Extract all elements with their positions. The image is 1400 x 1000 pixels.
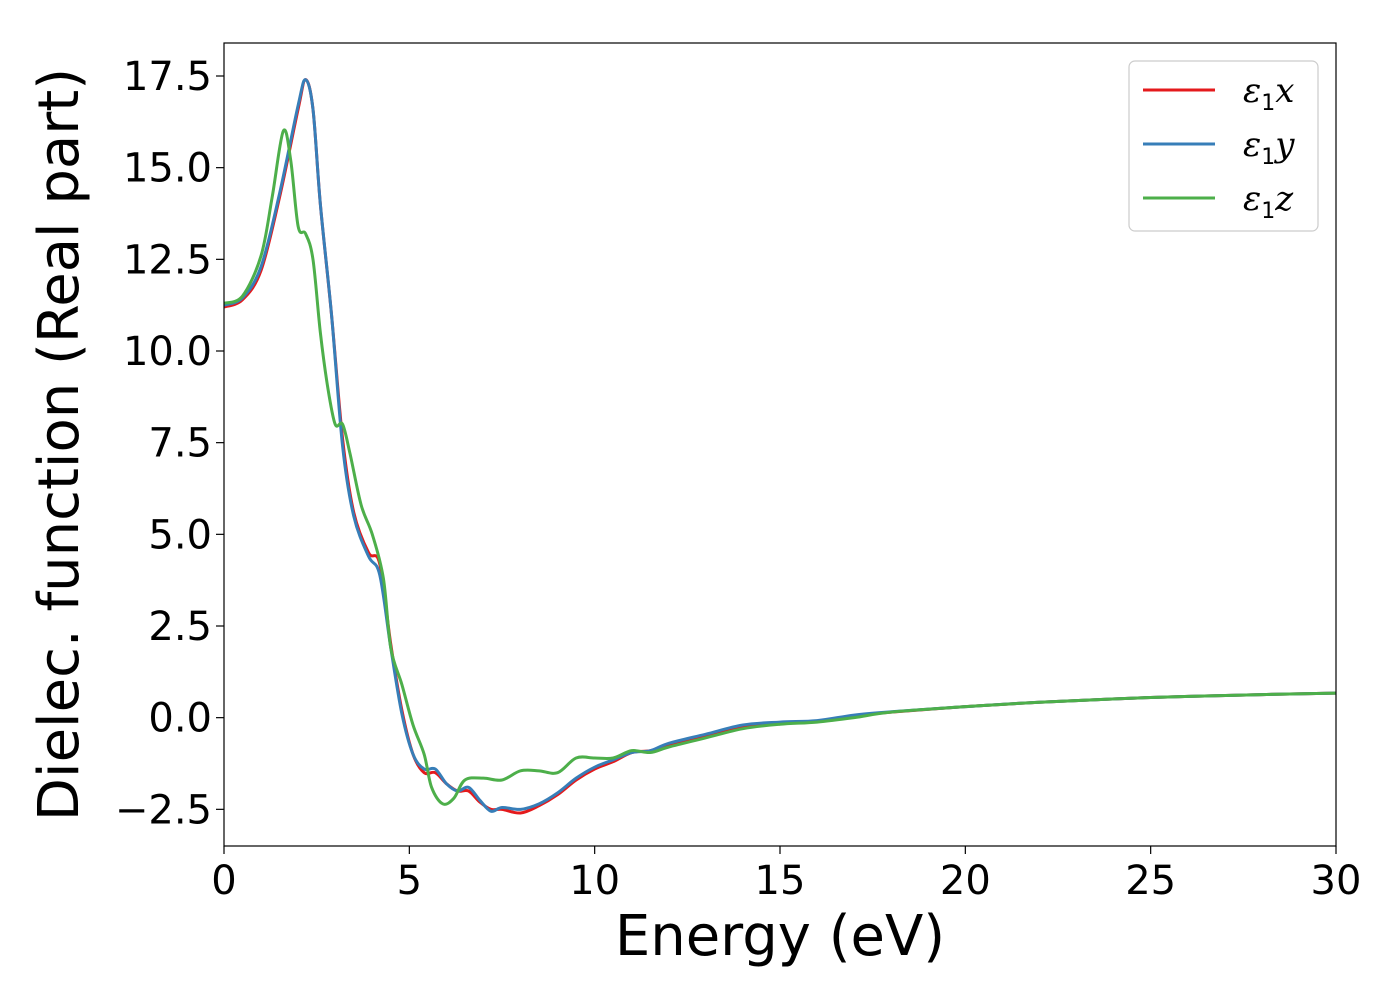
y-tick-label: 17.5 (123, 54, 212, 100)
y-tick-label: 15.0 (123, 146, 212, 192)
y-axis: −2.5 0.0 2.5 5.0 7.5 10.0 12.5 15.0 17.5 (115, 54, 224, 833)
x-tick-label: 5 (397, 858, 422, 904)
x-axis: 0 5 10 15 20 25 30 (211, 846, 1361, 904)
y-tick-label: 12.5 (123, 237, 212, 283)
y-tick-label: 10.0 (123, 329, 212, 375)
legend-label-x: ε1x (1243, 71, 1294, 116)
legend-box (1128, 60, 1319, 232)
y-tick-label: −2.5 (115, 787, 212, 833)
y-tick-label: 5.0 (148, 512, 212, 558)
x-tick-label: 10 (569, 858, 620, 904)
y-axis-title: Dielec. function (Real part) (27, 68, 92, 821)
x-tick-label: 30 (1311, 858, 1362, 904)
x-tick-label: 20 (940, 858, 991, 904)
y-tick-label: 0.0 (148, 696, 212, 742)
series-line-z (224, 128, 1336, 806)
y-tick-label: 7.5 (148, 421, 212, 467)
x-axis-title: Energy (eV) (615, 904, 945, 969)
series-line-y (224, 78, 1336, 813)
y-tick-label: 2.5 (148, 604, 212, 650)
x-tick-label: 25 (1125, 858, 1176, 904)
x-tick-label: 15 (755, 858, 806, 904)
x-tick-label: 0 (211, 858, 236, 904)
